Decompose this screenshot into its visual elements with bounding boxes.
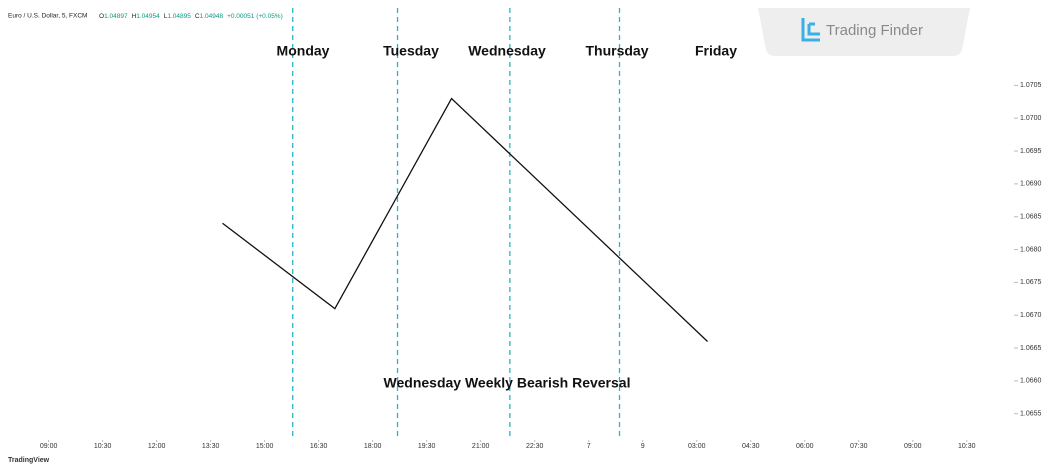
ohlc-value: 1.04895 [167, 13, 191, 20]
x-tick-label: 03:00 [688, 443, 706, 450]
x-tick-label: 22:30 [526, 443, 544, 450]
footer: TradingView [8, 457, 50, 464]
y-tick-label: 1.0670 [1020, 312, 1042, 319]
header-symbol: Euro / U.S. Dollar, 5, FXCM [8, 13, 87, 20]
logo-text: Trading Finder [826, 22, 923, 39]
x-tick-label: 21:00 [472, 443, 490, 450]
day-label: Tuesday [383, 43, 439, 59]
x-tick-label: 19:30 [418, 443, 436, 450]
header-ohlc: O1.04897 H1.04954 L1.04895 C1.04948 +0.00051… [99, 13, 283, 20]
x-tick-label: 04:30 [742, 443, 760, 450]
x-tick-label: 16:30 [310, 443, 328, 450]
x-tick-label: 12:00 [148, 443, 166, 450]
x-tick-label: 10:30 [958, 443, 976, 450]
x-tick-label: 09:00 [904, 443, 922, 450]
ohlc-key: O [99, 13, 104, 20]
y-tick-label: 1.0685 [1020, 214, 1042, 221]
ohlc-key: H [132, 13, 137, 20]
x-tick-label: 9 [641, 443, 645, 450]
ohlc-value: 1.04897 [104, 13, 128, 20]
y-tick-label: 1.0680 [1020, 246, 1042, 253]
y-tick-label: 1.0695 [1020, 148, 1042, 155]
ohlc-value: 1.04954 [136, 13, 160, 20]
y-tick-label: 1.0690 [1020, 181, 1042, 188]
x-tick-label: 06:00 [796, 443, 814, 450]
y-tick-label: 1.0700 [1020, 115, 1042, 122]
ohlc-change: +0.00051 (+0.05%) [227, 13, 283, 20]
x-tick-label: 07:30 [850, 443, 868, 450]
y-tick-label: 1.0675 [1020, 279, 1042, 286]
x-tick-label: 13:30 [202, 443, 220, 450]
logo-icon [801, 18, 820, 42]
day-label: Friday [695, 43, 737, 59]
y-tick-label: 1.0705 [1020, 82, 1042, 89]
x-tick-label: 18:00 [364, 443, 382, 450]
price-line [222, 97, 708, 342]
logo-tab [758, 8, 970, 56]
x-tick-label: 7 [587, 443, 591, 450]
y-tick-label: 1.0655 [1020, 411, 1042, 418]
y-tick-label: 1.0660 [1020, 378, 1042, 385]
day-label: Monday [277, 43, 330, 59]
ohlc-key: L [164, 13, 168, 20]
day-label: Wednesday [468, 43, 546, 59]
annotation: Wednesday Weekly Bearish Reversal [384, 375, 631, 391]
ohlc-key: C [195, 13, 200, 20]
x-tick-label: 15:00 [256, 443, 274, 450]
x-tick-label: 10:30 [94, 443, 112, 450]
day-label: Thursday [585, 43, 648, 59]
ohlc-value: 1.04948 [200, 13, 224, 20]
x-tick-label: 09:00 [40, 443, 58, 450]
y-tick-label: 1.0665 [1020, 345, 1042, 352]
